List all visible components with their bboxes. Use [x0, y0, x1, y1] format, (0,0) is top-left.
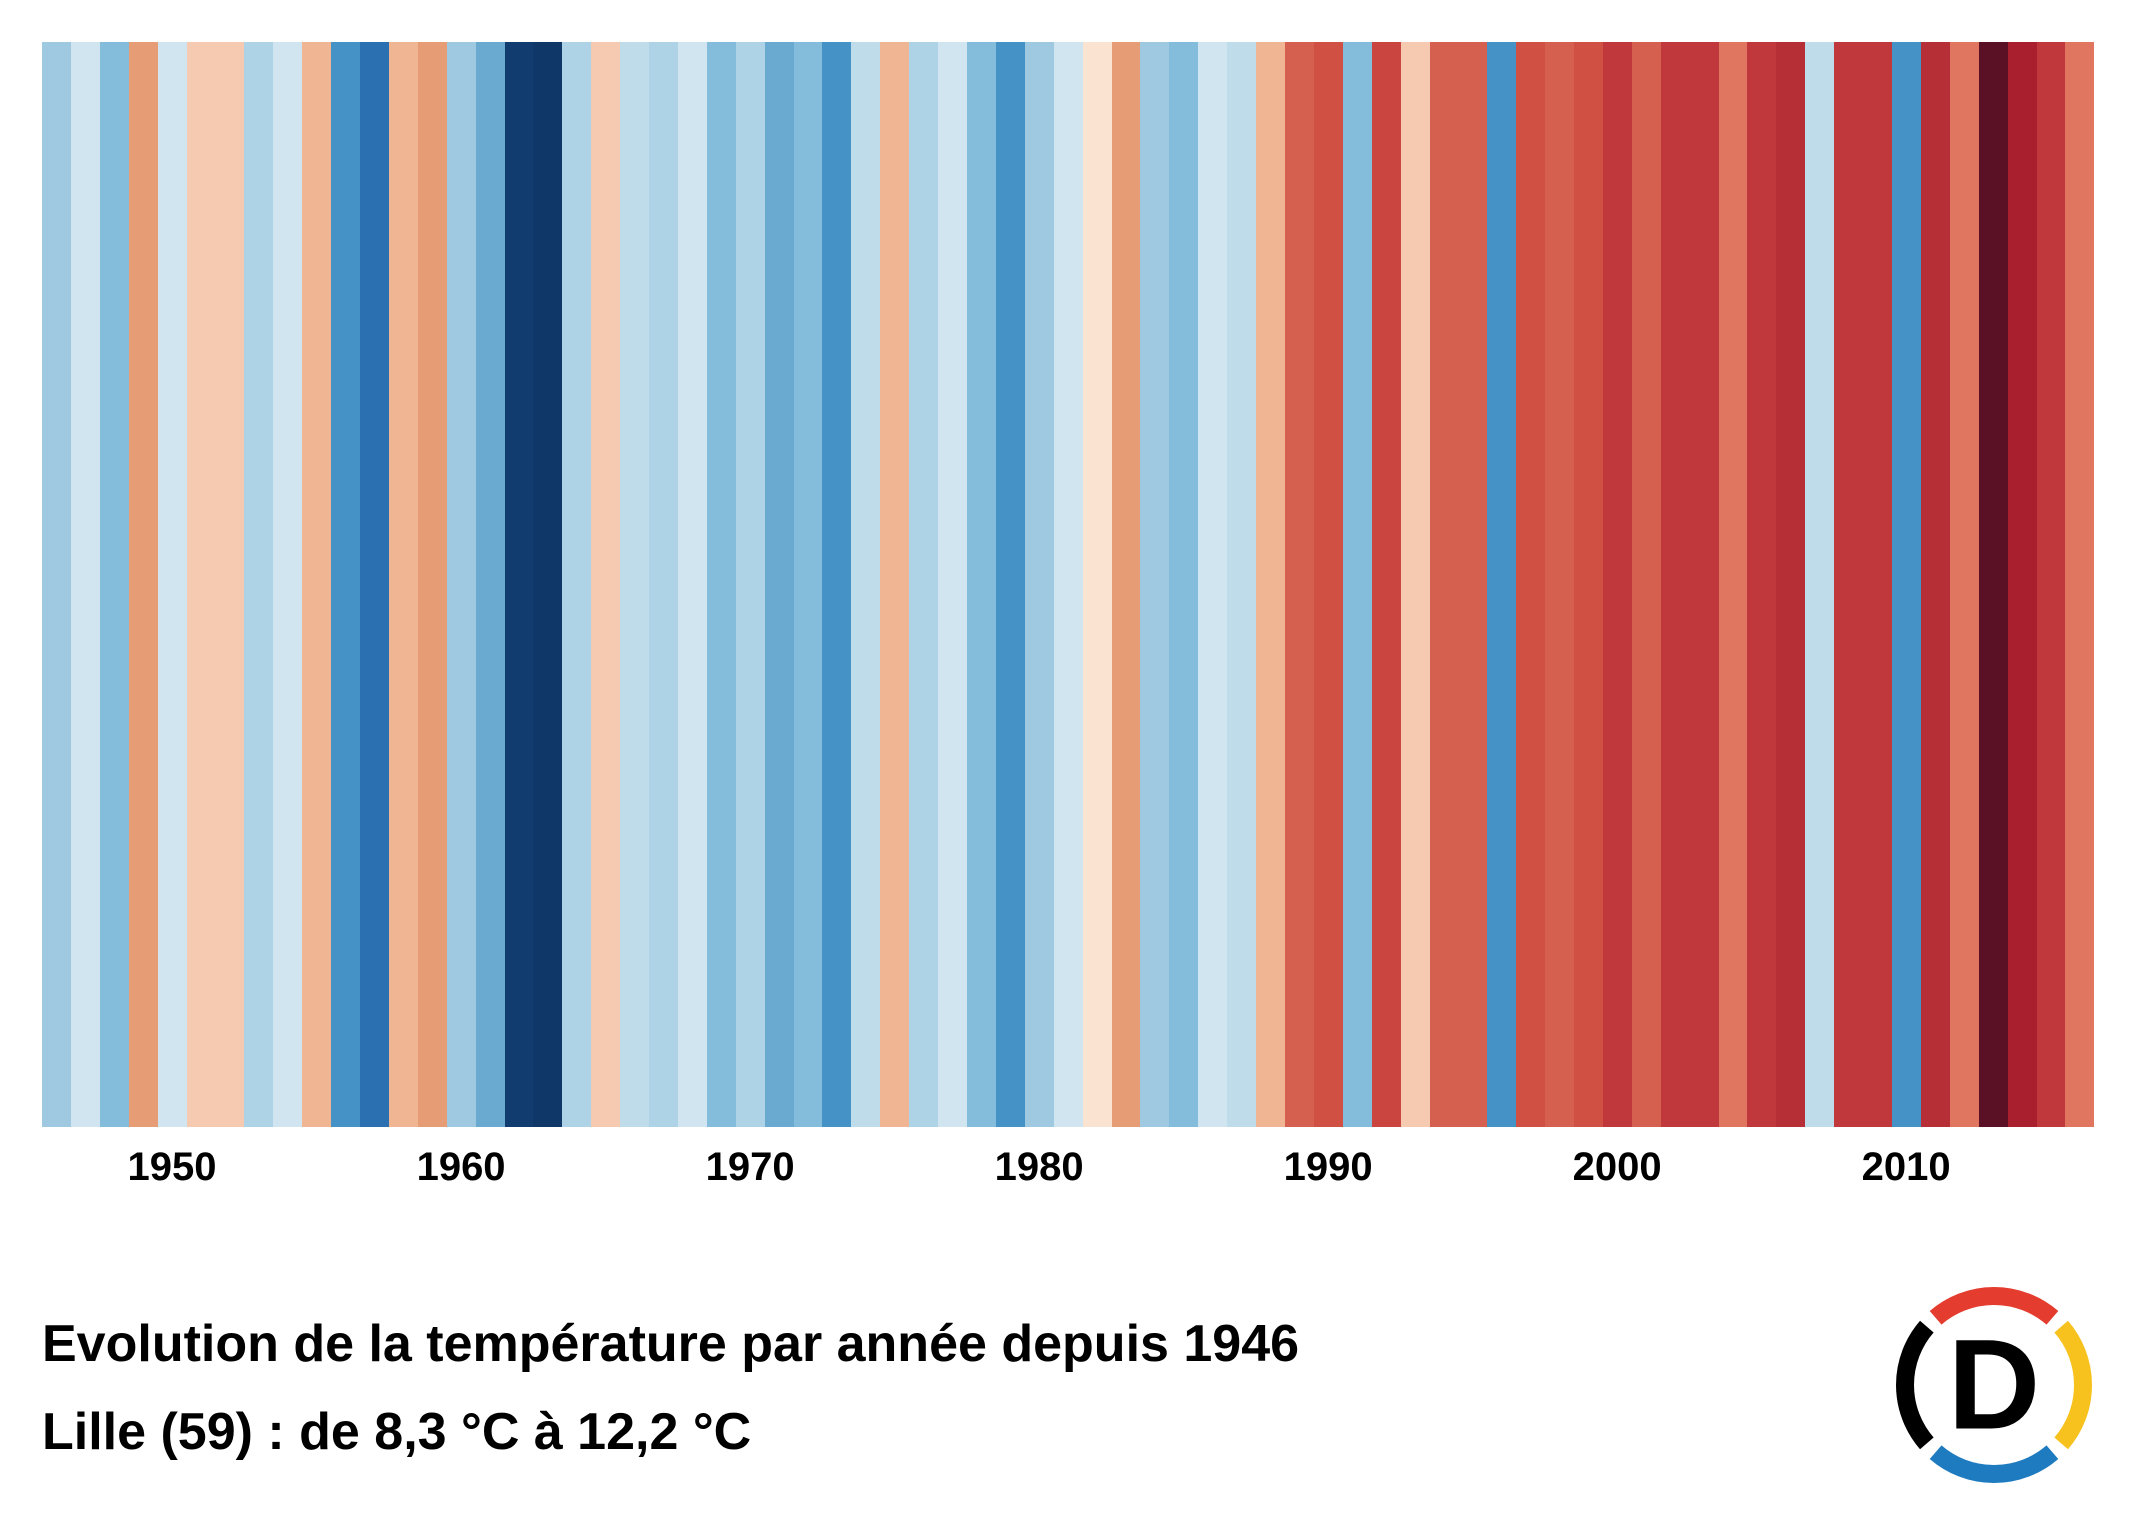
stripe-year-1968 [678, 42, 707, 1127]
stripe-year-2012 [1950, 42, 1979, 1127]
stripe-year-1959 [418, 42, 447, 1127]
stripe-year-1990 [1314, 42, 1343, 1127]
stripe-year-1947 [71, 42, 100, 1127]
stripe-year-1998 [1545, 42, 1574, 1127]
stripe-year-1952 [215, 42, 244, 1127]
stripe-year-2001 [1632, 42, 1661, 1127]
stripe-year-1999 [1574, 42, 1603, 1127]
stripe-year-1976 [909, 42, 938, 1127]
stripe-year-1994 [1430, 42, 1459, 1127]
stripe-year-1981 [1054, 42, 1083, 1127]
axis-label-1950: 1950 [128, 1145, 217, 1190]
stripe-year-1972 [794, 42, 823, 1127]
axis-label-1970: 1970 [706, 1145, 795, 1190]
stripe-year-1953 [244, 42, 273, 1127]
stripe-year-1948 [100, 42, 129, 1127]
axis-label-2000: 2000 [1573, 1145, 1662, 1190]
stripe-year-2008 [1834, 42, 1863, 1127]
stripe-year-1993 [1401, 42, 1430, 1127]
stripe-year-1974 [851, 42, 880, 1127]
stripe-year-1983 [1112, 42, 1141, 1127]
stripe-year-1977 [938, 42, 967, 1127]
axis-label-2010: 2010 [1862, 1145, 1951, 1190]
stripe-year-1966 [620, 42, 649, 1127]
stripe-year-1964 [562, 42, 591, 1127]
stripe-year-1991 [1343, 42, 1372, 1127]
stripe-year-1954 [273, 42, 302, 1127]
stripe-year-1963 [533, 42, 562, 1127]
stripe-year-1970 [736, 42, 765, 1127]
stripe-year-1946 [42, 42, 71, 1127]
source-logo: D [1894, 1285, 2094, 1490]
stripe-year-1987 [1227, 42, 1256, 1127]
stripe-year-1971 [765, 42, 794, 1127]
stripe-year-1958 [389, 42, 418, 1127]
stripe-year-2013 [1979, 42, 2008, 1127]
stripes-container [42, 42, 2094, 1127]
caption-text: Evolution de la température par année de… [42, 1314, 1299, 1462]
stripe-year-2009 [1863, 42, 1892, 1127]
stripe-year-1949 [129, 42, 158, 1127]
stripe-year-1996 [1487, 42, 1516, 1127]
stripe-year-1986 [1198, 42, 1227, 1127]
logo-svg: D [1894, 1285, 2094, 1485]
stripe-year-2015 [2037, 42, 2066, 1127]
stripe-year-1980 [1025, 42, 1054, 1127]
logo-letter: D [1948, 1314, 2040, 1457]
stripe-year-1988 [1256, 42, 1285, 1127]
stripe-year-2003 [1690, 42, 1719, 1127]
caption-row: Evolution de la température par année de… [42, 1285, 2094, 1490]
stripe-year-1965 [591, 42, 620, 1127]
stripe-year-2007 [1805, 42, 1834, 1127]
stripe-year-2014 [2008, 42, 2037, 1127]
warming-stripes-chart: 1950 1960 1970 1980 1990 2000 2010 [42, 42, 2094, 1225]
stripe-year-1979 [996, 42, 1025, 1127]
chart-page: 1950 1960 1970 1980 1990 2000 2010 Evolution d… [0, 0, 2136, 1525]
chart-subtitle: Lille (59) : de 8,3 °C à 12,2 °C [42, 1402, 1299, 1462]
axis-label-1990: 1990 [1284, 1145, 1373, 1190]
stripe-year-2000 [1603, 42, 1632, 1127]
stripe-year-1978 [967, 42, 996, 1127]
stripe-year-1975 [880, 42, 909, 1127]
stripe-year-1984 [1140, 42, 1169, 1127]
stripe-year-1992 [1372, 42, 1401, 1127]
stripe-year-1985 [1169, 42, 1198, 1127]
stripe-year-1960 [447, 42, 476, 1127]
stripe-year-2002 [1661, 42, 1690, 1127]
stripe-year-1995 [1458, 42, 1487, 1127]
stripe-year-1955 [302, 42, 331, 1127]
stripe-year-1957 [360, 42, 389, 1127]
stripe-year-2010 [1892, 42, 1921, 1127]
stripe-year-2016 [2065, 42, 2094, 1127]
stripe-year-1997 [1516, 42, 1545, 1127]
stripe-year-1989 [1285, 42, 1314, 1127]
stripe-year-1961 [476, 42, 505, 1127]
stripe-year-1951 [187, 42, 216, 1127]
stripe-year-2011 [1921, 42, 1950, 1127]
stripe-year-2004 [1719, 42, 1748, 1127]
stripe-year-1967 [649, 42, 678, 1127]
stripe-year-1956 [331, 42, 360, 1127]
stripe-year-1950 [158, 42, 187, 1127]
stripe-year-2006 [1776, 42, 1805, 1127]
stripe-year-1969 [707, 42, 736, 1127]
stripe-year-1973 [822, 42, 851, 1127]
stripe-year-1982 [1083, 42, 1112, 1127]
stripe-year-1962 [505, 42, 534, 1127]
chart-title: Evolution de la température par année de… [42, 1314, 1299, 1374]
stripe-year-2005 [1747, 42, 1776, 1127]
x-axis: 1950 1960 1970 1980 1990 2000 2010 [42, 1145, 2094, 1225]
axis-label-1960: 1960 [417, 1145, 506, 1190]
axis-label-1980: 1980 [995, 1145, 1084, 1190]
